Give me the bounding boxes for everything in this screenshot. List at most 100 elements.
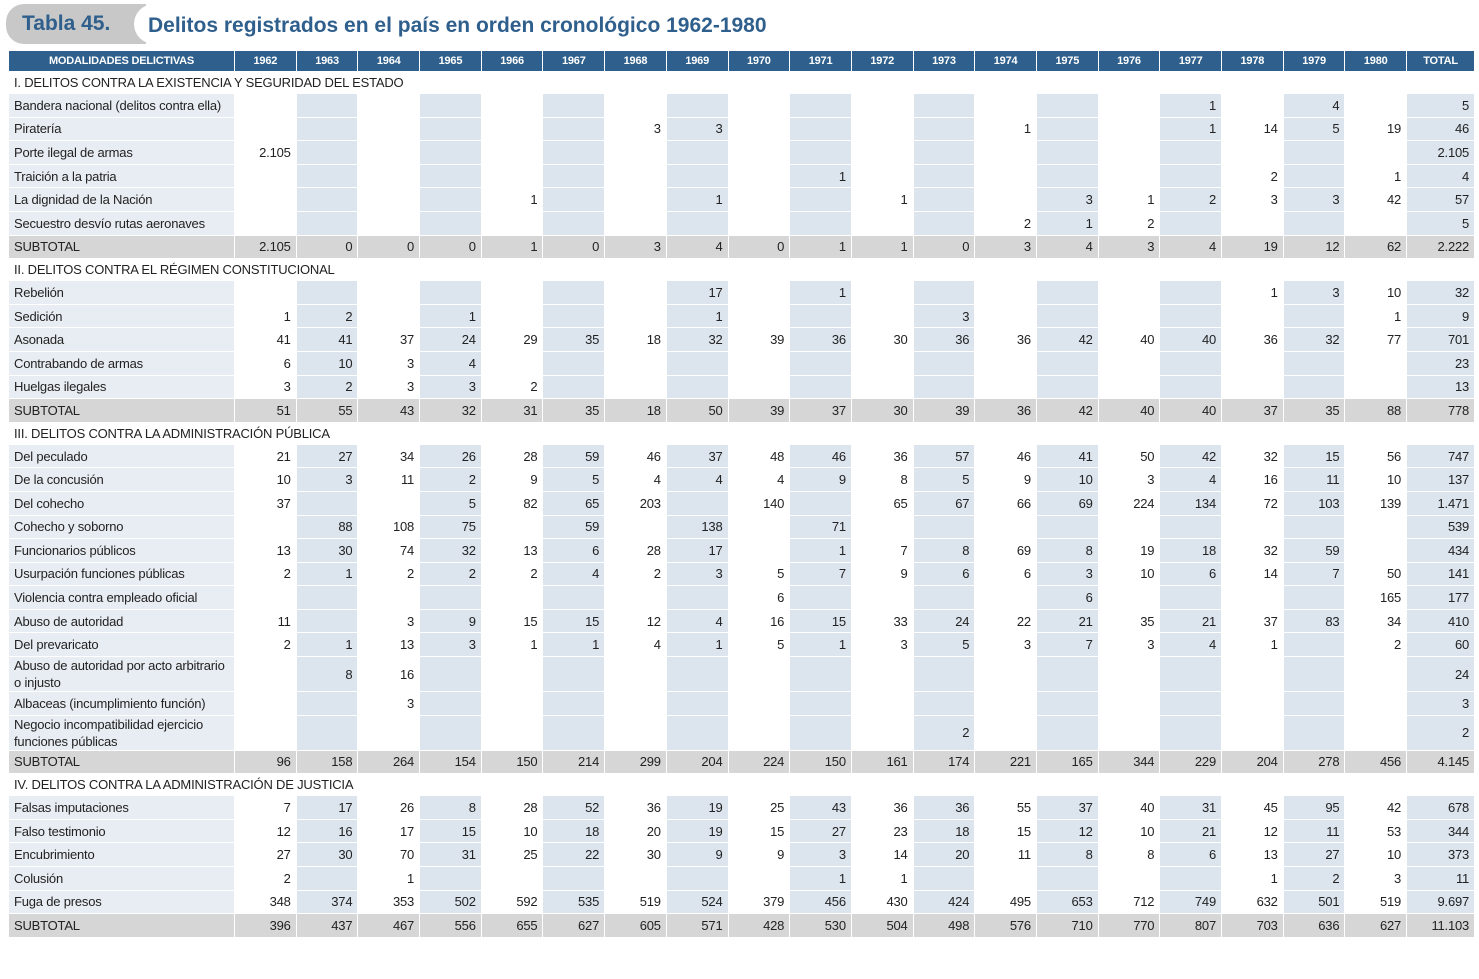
data-row: Fuga de presos 348 374 353 502 592 535 519 524 37… [8, 889, 1476, 915]
cell: 36 [912, 795, 976, 820]
row-label: Porte ilegal de armas [8, 140, 235, 165]
cell: 1 [295, 561, 359, 587]
cell [480, 656, 544, 693]
cell [1035, 514, 1099, 540]
cell: 2 [295, 374, 359, 400]
cell [1097, 585, 1161, 610]
cell: 32 [1406, 280, 1476, 305]
cell [604, 514, 667, 540]
cell [850, 140, 914, 165]
cell [850, 691, 914, 716]
cell [850, 374, 914, 400]
cell: 344 [1097, 749, 1161, 775]
cell: 434 [1406, 538, 1476, 563]
cell: 37 [665, 443, 729, 469]
cell [789, 350, 852, 376]
data-row: Traición a la patria 1 2 1 4 [8, 163, 1476, 189]
cell: 1 [789, 866, 852, 891]
cell [295, 210, 359, 236]
cell: 1 [789, 538, 852, 563]
cell [357, 163, 421, 189]
cell [789, 714, 852, 751]
cell: 4 [542, 561, 606, 587]
cell [850, 210, 914, 236]
cell: 60 [1406, 632, 1476, 658]
cell: 17 [665, 538, 729, 563]
cell: 4 [727, 467, 791, 492]
cell [480, 350, 544, 376]
cell: 50 [665, 398, 729, 423]
cell: 36 [974, 398, 1037, 423]
cell: 0 [912, 234, 976, 260]
cell: 25 [480, 842, 544, 868]
cell: 36 [850, 795, 914, 820]
cell [1221, 374, 1284, 400]
cell [665, 490, 729, 516]
cell: 55 [295, 398, 359, 423]
cell: 26 [419, 443, 482, 469]
cell: 1 [480, 234, 544, 260]
cell [542, 691, 606, 716]
column-header: 1975 [1035, 50, 1099, 72]
cell: 21 [1035, 608, 1099, 634]
cell [542, 656, 606, 693]
cell: 204 [1221, 749, 1284, 775]
cell [1282, 350, 1346, 376]
column-header: 1973 [912, 50, 976, 72]
cell: 40 [1159, 327, 1222, 352]
cell [665, 585, 729, 610]
cell: 24 [912, 608, 976, 634]
cell: 66 [974, 490, 1037, 516]
cell: 30 [850, 398, 914, 423]
cell: 69 [1035, 490, 1099, 516]
cell [665, 691, 729, 716]
cell [1035, 140, 1099, 165]
cell [1344, 93, 1408, 118]
cell [295, 116, 359, 142]
cell [542, 714, 606, 751]
cell: 2 [234, 866, 297, 891]
cell [665, 163, 729, 189]
cell: 10 [295, 350, 359, 376]
cell: 108 [357, 514, 421, 540]
data-row: Falso testimonio 12 16 17 15 10 18 20 19 15 27 23 18… [8, 818, 1476, 844]
cell [974, 163, 1037, 189]
cell [1097, 691, 1161, 716]
cell [357, 210, 421, 236]
cell: 6 [542, 538, 606, 563]
cell: 348 [234, 889, 297, 915]
cell [912, 656, 976, 693]
cell: 35 [542, 327, 606, 352]
cell: 29 [480, 327, 544, 352]
cell: 11 [1282, 467, 1346, 492]
cell: 16 [727, 608, 791, 634]
data-row: Del peculado 21 27 34 26 28 59 46 37 48 46 36 57 46 41… [8, 443, 1476, 469]
cell: 396 [234, 913, 297, 938]
cell: 12 [604, 608, 667, 634]
row-label: Violencia contra empleado oficial [8, 585, 235, 610]
column-header: 1970 [727, 50, 791, 72]
cell [419, 866, 482, 891]
cell: 71 [789, 514, 852, 540]
cell [1159, 280, 1222, 305]
cell [974, 374, 1037, 400]
cell: 2 [1406, 714, 1476, 751]
cell [1282, 303, 1346, 329]
cell: 2.105 [234, 140, 297, 165]
cell: 24 [419, 327, 482, 352]
data-row: La dignidad de la Nación 1 1 1 3 1 2 3 3 42 57 [8, 187, 1476, 212]
cell [850, 303, 914, 329]
cell [234, 714, 297, 751]
cell [1221, 350, 1284, 376]
cell [357, 490, 421, 516]
cell: 4 [1406, 163, 1476, 189]
cell: 2 [1159, 187, 1222, 212]
cell [1097, 656, 1161, 693]
column-header: 1978 [1221, 50, 1284, 72]
cell: 1 [295, 632, 359, 658]
cell: 37 [1035, 795, 1099, 820]
header-row: MODALIDADES DELICTIVAS 1962 1963 1964 1965 19… [8, 50, 1476, 72]
cell: 50 [1097, 443, 1161, 469]
cell [604, 93, 667, 118]
section-title: I. DELITOS CONTRA LA EXISTENCIA Y SEGURI… [7, 71, 1476, 94]
